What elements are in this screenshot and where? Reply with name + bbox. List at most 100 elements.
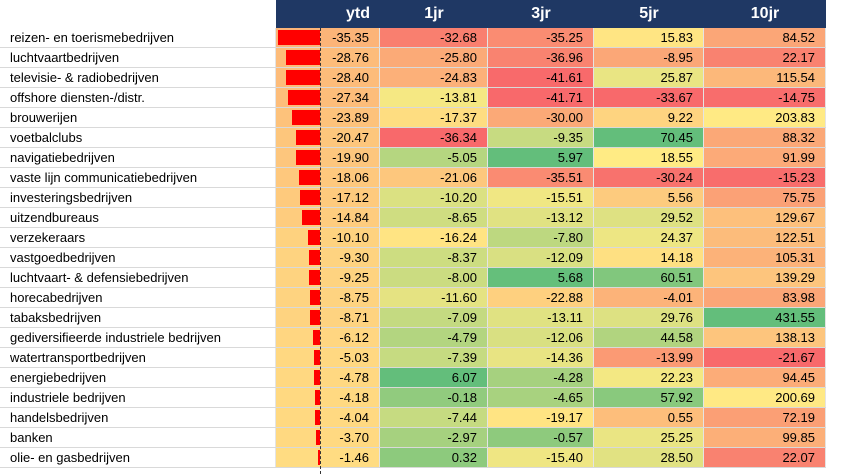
table-row: banken -3.70 -2.97 -0.57 25.25 99.85 xyxy=(0,428,826,448)
sector-name: luchtvaart- & defensiebedrijven xyxy=(0,268,276,287)
value-ytd: -18.06 xyxy=(276,168,380,187)
value-jr10: 105.31 xyxy=(704,248,826,267)
value-jr1: -16.24 xyxy=(380,228,488,247)
value-jr10: 72.19 xyxy=(704,408,826,427)
value-jr5: 29.76 xyxy=(594,308,704,327)
ytd-value: -1.46 xyxy=(339,450,369,465)
value-jr3: -35.25 xyxy=(488,28,594,47)
value-jr5: -8.95 xyxy=(594,48,704,67)
value-jr5: -13.99 xyxy=(594,348,704,367)
value-jr10: 91.99 xyxy=(704,148,826,167)
value-jr3: -15.40 xyxy=(488,448,594,467)
table-row: televisie- & radiobedrijven -28.40 -24.83-… xyxy=(0,68,826,88)
value-jr5: 70.45 xyxy=(594,128,704,147)
value-jr10: -21.67 xyxy=(704,348,826,367)
table-row: industriele bedrijven -4.18 -0.18 -4.65 57.9… xyxy=(0,388,826,408)
value-jr3: 5.97 xyxy=(488,148,594,167)
sector-name: navigatiebedrijven xyxy=(0,148,276,167)
ytd-value: -23.89 xyxy=(332,110,369,125)
value-jr5: 28.50 xyxy=(594,448,704,467)
ytd-bar xyxy=(286,70,320,85)
value-jr10: 22.17 xyxy=(704,48,826,67)
table-row: energiebedrijven -4.78 6.07 -4.28 22.23 94.45 xyxy=(0,368,826,388)
value-ytd: -17.12 xyxy=(276,188,380,207)
value-jr10: 94.45 xyxy=(704,368,826,387)
value-jr10: -14.75 xyxy=(704,88,826,107)
value-jr3: -41.71 xyxy=(488,88,594,107)
ytd-bar xyxy=(313,330,320,345)
value-jr5: 44.58 xyxy=(594,328,704,347)
value-jr3: -4.65 xyxy=(488,388,594,407)
ytd-bar xyxy=(308,230,320,245)
ytd-value: -19.90 xyxy=(332,150,369,165)
table-row: brouwerijen -23.89 -17.37 -30.00 9.22 203.83 xyxy=(0,108,826,128)
ytd-bar xyxy=(296,130,320,145)
value-jr3: -9.35 xyxy=(488,128,594,147)
header-10jr[interactable]: 10jr xyxy=(750,5,780,22)
ytd-bar xyxy=(310,310,320,325)
value-jr5: 9.22 xyxy=(594,108,704,127)
value-jr3: -36.96 xyxy=(488,48,594,67)
value-jr5: 25.87 xyxy=(594,68,704,87)
header-1jr[interactable]: 1jr xyxy=(424,5,444,22)
value-jr10: -15.23 xyxy=(704,168,826,187)
header-3jr[interactable]: 3jr xyxy=(531,5,551,22)
value-ytd: -9.30 xyxy=(276,248,380,267)
value-ytd: -23.89 xyxy=(276,108,380,127)
value-jr5: 24.37 xyxy=(594,228,704,247)
sector-name: vaste lijn communicatiebedrijven xyxy=(0,168,276,187)
value-jr10: 203.83 xyxy=(704,108,826,127)
ytd-value: -6.12 xyxy=(339,330,369,345)
ytd-value: -27.34 xyxy=(332,90,369,105)
sector-name: offshore diensten-/distr. xyxy=(0,88,276,107)
ytd-value: -35.35 xyxy=(332,30,369,45)
table-row: olie- en gasbedrijven -1.46 0.32 -15.40 28.5… xyxy=(0,448,826,468)
ytd-bar xyxy=(292,110,320,125)
value-jr3: -14.36 xyxy=(488,348,594,367)
ytd-bar xyxy=(299,170,320,185)
ytd-bar xyxy=(310,290,320,305)
value-jr1: -8.00 xyxy=(380,268,488,287)
sector-name: handelsbedrijven xyxy=(0,408,276,427)
value-jr10: 75.75 xyxy=(704,188,826,207)
sector-name: voetbalclubs xyxy=(0,128,276,147)
header-sector[interactable]: sector xyxy=(0,0,276,28)
ytd-bar xyxy=(309,250,320,265)
value-ytd: -35.35 xyxy=(276,28,380,47)
table-row: luchtvaartbedrijven -28.76 -25.80 -36.96 -8.… xyxy=(0,48,826,68)
table-row: navigatiebedrijven -19.90 -5.05 5.97 18.55 91… xyxy=(0,148,826,168)
ytd-bar xyxy=(316,430,320,445)
ytd-value: -8.75 xyxy=(339,290,369,305)
table-row: watertransportbedrijven -5.03 -7.39 -14.36-… xyxy=(0,348,826,368)
value-jr5: 25.25 xyxy=(594,428,704,447)
header-5jr[interactable]: 5jr xyxy=(639,5,659,22)
ytd-value: -20.47 xyxy=(332,130,369,145)
value-jr1: -7.39 xyxy=(380,348,488,367)
value-ytd: -8.71 xyxy=(276,308,380,327)
value-jr1: -7.44 xyxy=(380,408,488,427)
ytd-value: -9.30 xyxy=(339,250,369,265)
header-ytd[interactable]: ytd xyxy=(346,5,370,22)
value-jr3: -12.09 xyxy=(488,248,594,267)
sector-name: horecabedrijven xyxy=(0,288,276,307)
table-row: offshore diensten-/distr. -27.34 -13.81 -41… xyxy=(0,88,826,108)
sector-name: uitzendbureaus xyxy=(0,208,276,227)
ytd-bar xyxy=(315,410,320,425)
sector-name: luchtvaartbedrijven xyxy=(0,48,276,67)
value-ytd: -1.46 xyxy=(276,448,380,467)
sector-name: reizen- en toerismebedrijven xyxy=(0,28,276,47)
sector-name: banken xyxy=(0,428,276,447)
table-row: horecabedrijven -8.75 -11.60 -22.88 -4.01 83.… xyxy=(0,288,826,308)
ytd-value: -28.40 xyxy=(332,70,369,85)
table-header: sector ytd 1jr 3jr 5jr 10jr xyxy=(0,0,826,28)
ytd-bar xyxy=(314,370,320,385)
table-row: uitzendbureaus -14.84 -8.65 -13.12 29.52 129.… xyxy=(0,208,826,228)
value-ytd: -6.12 xyxy=(276,328,380,347)
value-jr5: -30.24 xyxy=(594,168,704,187)
value-jr1: -8.65 xyxy=(380,208,488,227)
value-jr3: -7.80 xyxy=(488,228,594,247)
value-jr3: -13.11 xyxy=(488,308,594,327)
value-jr10: 115.54 xyxy=(704,68,826,87)
value-jr10: 84.52 xyxy=(704,28,826,47)
sector-name: vastgoedbedrijven xyxy=(0,248,276,267)
